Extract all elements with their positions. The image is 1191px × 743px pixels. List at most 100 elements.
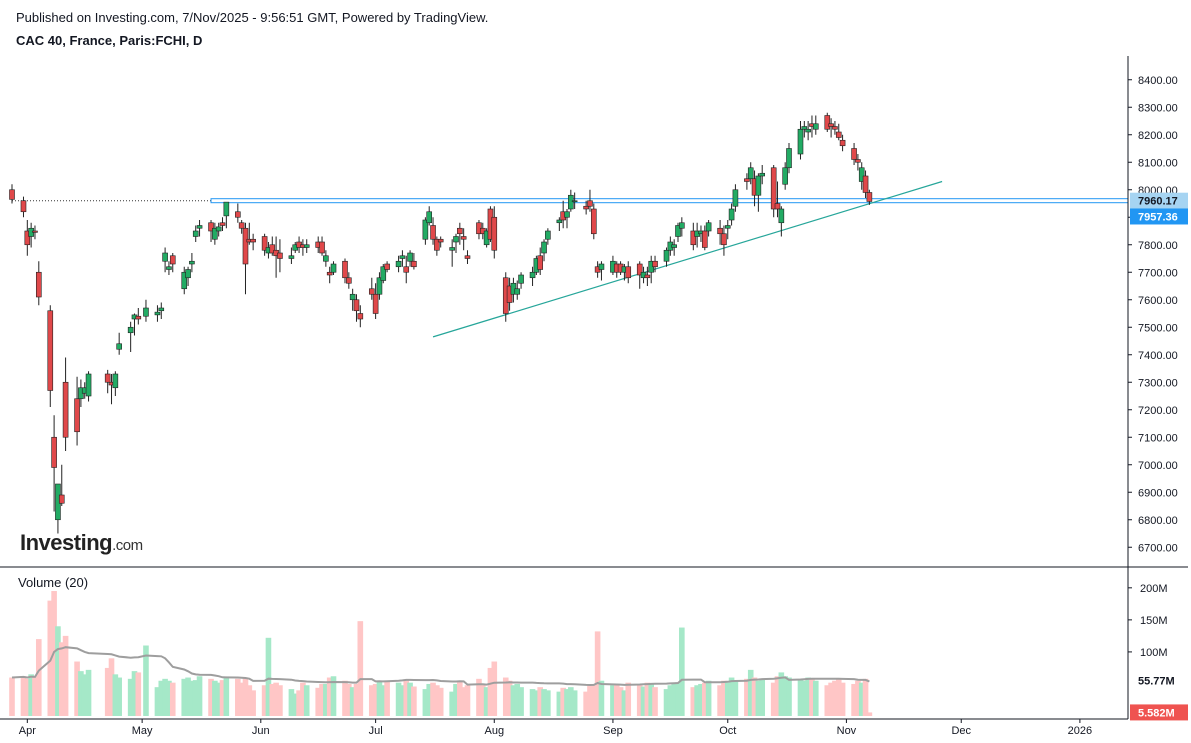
candle-body — [721, 233, 727, 246]
candle — [212, 222, 218, 245]
candle-body — [636, 263, 643, 276]
volume-bar — [613, 683, 620, 716]
candle-body — [399, 255, 406, 259]
candle — [346, 272, 352, 289]
volume-bar — [667, 685, 674, 716]
candle-body — [828, 123, 834, 127]
volume-bar — [357, 621, 364, 716]
candle — [545, 228, 551, 245]
candle-body — [250, 238, 256, 243]
volume-bar — [839, 682, 846, 716]
volume-bar — [426, 683, 433, 716]
volume-last-label: 5.582M — [1138, 707, 1175, 719]
volume-bar — [235, 678, 241, 716]
volume-bar — [162, 678, 168, 716]
candle — [835, 123, 842, 141]
candle-body — [797, 128, 804, 155]
volume-tick-label: 150M — [1140, 615, 1168, 627]
candle — [319, 236, 325, 256]
candle-body — [127, 326, 134, 334]
volume-bar — [617, 687, 624, 716]
candle-body — [663, 249, 670, 262]
candle — [449, 239, 455, 267]
price-tick-label: 6900.00 — [1138, 487, 1178, 499]
candle-body — [35, 271, 42, 298]
candle-body — [770, 167, 777, 210]
volume-bar — [269, 683, 276, 716]
candle — [330, 261, 337, 275]
volume-bar — [744, 678, 750, 716]
candle-body — [395, 260, 402, 268]
volume-bar — [28, 674, 34, 716]
volume-bar — [169, 682, 176, 716]
volume-bar — [62, 635, 69, 716]
resistance-price-tag — [1130, 192, 1188, 209]
candle-body — [407, 252, 413, 262]
candle-body — [353, 299, 360, 312]
volume-bar — [300, 682, 306, 716]
volume-bar — [143, 645, 149, 716]
candle — [855, 154, 861, 171]
volume-bar — [866, 712, 873, 716]
candle — [529, 266, 536, 286]
volume-bar — [108, 658, 115, 716]
volume-bar — [277, 685, 283, 716]
candle — [143, 299, 149, 322]
candle — [778, 206, 785, 237]
candle-body — [652, 260, 658, 268]
volume-bar — [721, 680, 727, 716]
volume-bar — [215, 682, 222, 716]
volume-bar — [403, 680, 410, 716]
volume-tick-label: 100M — [1140, 647, 1168, 659]
candle — [162, 247, 168, 273]
volume-bar — [288, 689, 295, 716]
volume-bar — [330, 676, 337, 716]
volume-bar — [805, 677, 811, 716]
candle-body — [238, 222, 245, 229]
volume-last-tag — [1130, 704, 1188, 721]
volume-bar — [782, 676, 788, 716]
candle — [158, 302, 165, 319]
candle-body — [116, 343, 122, 350]
candle-body — [223, 201, 230, 217]
volume-bar — [564, 689, 570, 716]
candle — [636, 261, 643, 289]
volume-bar — [545, 690, 551, 716]
volume-ma-label: 55.77M — [1138, 675, 1175, 687]
candle — [430, 217, 436, 245]
candle — [353, 294, 360, 322]
candle — [518, 272, 524, 289]
candle-body — [671, 244, 677, 248]
candle — [583, 200, 589, 215]
volume-bar — [407, 682, 413, 716]
candle-body — [185, 269, 191, 279]
candle-body — [824, 115, 831, 130]
volume-bar — [594, 631, 601, 716]
candle-body — [58, 494, 65, 504]
volume-bar — [483, 687, 490, 716]
candle-body — [491, 216, 498, 251]
volume-bar — [598, 680, 605, 716]
price-pane — [9, 112, 1129, 534]
candle-body — [235, 211, 241, 218]
candle — [238, 220, 245, 234]
volume-bar — [724, 682, 731, 716]
candle — [250, 233, 256, 251]
candle — [755, 173, 762, 212]
volume-bar — [774, 676, 781, 716]
candle-body — [835, 131, 842, 138]
volume-bar — [116, 677, 122, 716]
candle-body — [51, 436, 57, 468]
candle — [189, 253, 195, 273]
candle-body — [832, 126, 838, 130]
volume-bar — [671, 683, 677, 716]
volume-bar — [326, 677, 333, 716]
volume-tick-label: 200M — [1140, 583, 1168, 595]
candle — [9, 184, 15, 204]
candle-body — [192, 230, 199, 237]
volume-bar — [625, 682, 632, 716]
candle-body — [372, 293, 379, 314]
candle-body — [208, 222, 214, 232]
candle — [690, 222, 697, 251]
